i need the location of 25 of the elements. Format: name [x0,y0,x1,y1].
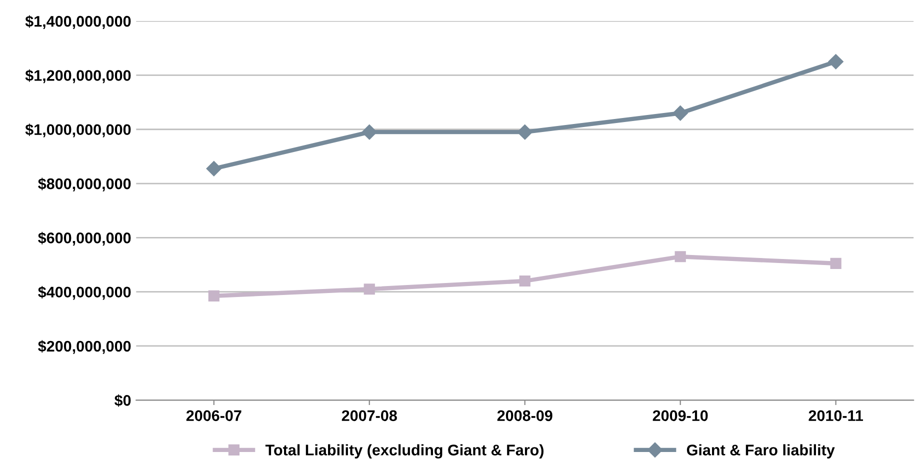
point [674,251,686,262]
legend-label: Giant & Faro liability [686,444,835,458]
point [828,54,844,70]
y-tick-label: $400,000,000 [38,286,131,300]
y-tick-label: $1,000,000,000 [25,124,131,138]
x-tick-label: 2007-08 [342,410,397,422]
legend-label: Total Liability (excluding Giant & Faro) [265,444,544,459]
point [206,161,222,176]
x-tick-label: 2009-10 [652,410,708,422]
point [517,124,532,140]
x-tick-label: 2010-11 [808,410,864,422]
point [208,290,220,302]
point [519,275,530,287]
point [672,106,688,121]
x-tick-label: 2006-07 [186,410,242,422]
y-tick-label: $1,400,000,000 [25,15,131,29]
y-tick-label: $1,200,000,000 [25,69,131,84]
y-tick-label: $0 [114,394,131,407]
point [362,124,377,140]
point [364,284,375,295]
y-tick-label: $800,000,000 [38,178,131,192]
point [830,258,842,269]
x-tick-label: 2008-09 [497,410,552,422]
y-tick-label: $200,000,000 [38,340,131,354]
y-tick-label: $600,000,000 [38,232,131,246]
